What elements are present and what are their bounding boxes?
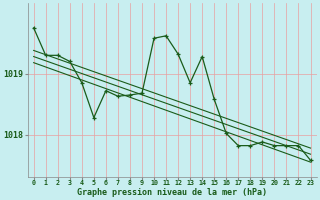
X-axis label: Graphe pression niveau de la mer (hPa): Graphe pression niveau de la mer (hPa) [77, 188, 267, 197]
